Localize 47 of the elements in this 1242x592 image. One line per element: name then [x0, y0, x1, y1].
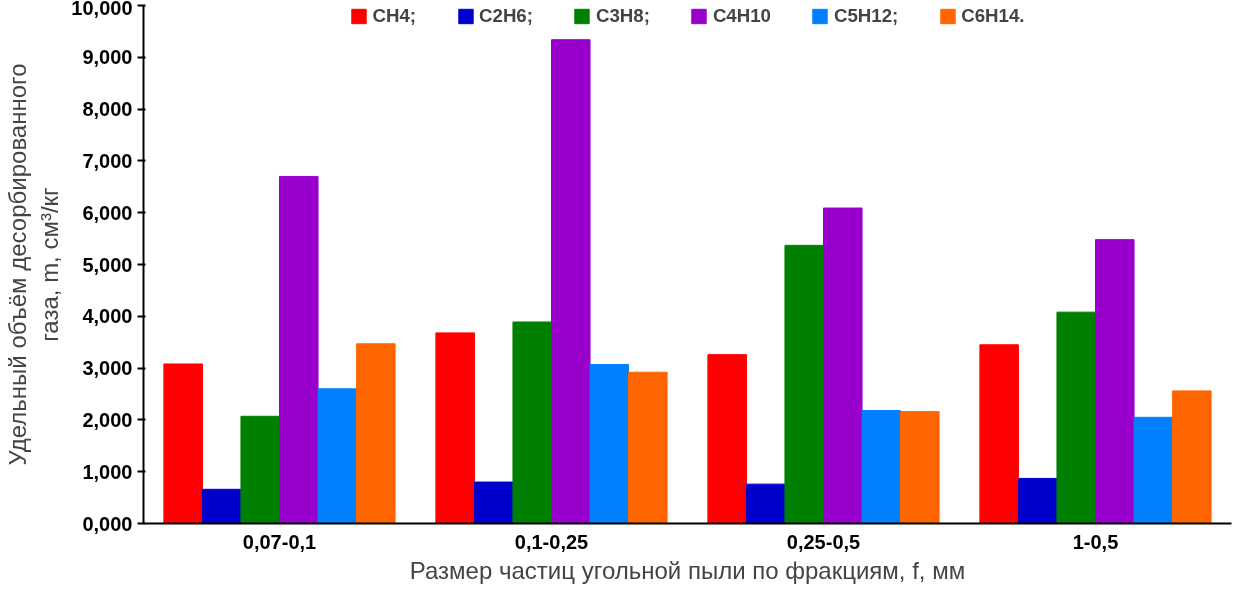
bar: [628, 371, 668, 524]
y-tick-label: 9,000: [82, 46, 133, 69]
bar: [900, 411, 940, 524]
bar: [163, 363, 203, 524]
x-tick-label: 1-0,5: [1072, 530, 1119, 553]
legend-label: C6H14.: [961, 5, 1025, 27]
legend-label: C2H6;: [479, 5, 533, 27]
bar: [240, 415, 280, 524]
y-axis-title: Удельный объём десорбированного газа, m, см³/кг: [3, 63, 64, 466]
bar: [1172, 390, 1212, 524]
y-tick-label: 5,000: [82, 253, 133, 276]
bar: [317, 388, 358, 524]
y-tick-label: 1,000: [82, 460, 133, 483]
bar: [1017, 477, 1058, 524]
x-tick-label: 0,07-0,1: [242, 530, 317, 553]
y-tick-label: 7,000: [82, 149, 133, 172]
y-tick-label: 3,000: [82, 357, 133, 380]
bar: [1095, 239, 1135, 524]
legend-label: C3H8;: [595, 5, 650, 27]
y-tick-label: 6,000: [82, 201, 133, 224]
legend-label: C5H12;: [833, 5, 899, 27]
bar: [201, 488, 242, 524]
x-tick-label: 0,1-0,25: [514, 530, 589, 553]
bar: [279, 175, 319, 524]
y-tick-label: 4,000: [82, 305, 133, 328]
bar: [1133, 416, 1174, 524]
bar: [784, 244, 824, 524]
bar: [473, 481, 514, 524]
bar: [745, 483, 786, 524]
legend-label: C4H10: [712, 5, 771, 27]
y-tick-label: 2,000: [82, 408, 133, 431]
bar: [823, 207, 863, 524]
x-tick-label: 0,25-0,5: [786, 530, 861, 553]
bar: [707, 354, 747, 524]
y-tick-label: 0,000: [82, 512, 133, 535]
y-tick-label: 10,000: [71, 0, 133, 19]
bar: [551, 39, 591, 524]
bar: [512, 321, 552, 524]
bar: [1056, 311, 1096, 524]
bar: [356, 343, 396, 524]
bar: [589, 363, 630, 524]
legend-label: CH4;: [372, 5, 417, 27]
bar: [979, 344, 1019, 524]
bar: [861, 410, 902, 524]
y-tick-label: 8,000: [82, 98, 133, 121]
bar: [435, 332, 475, 524]
x-axis-title: Размер частиц угольной пыли по фракциям, f, мм: [409, 556, 966, 584]
